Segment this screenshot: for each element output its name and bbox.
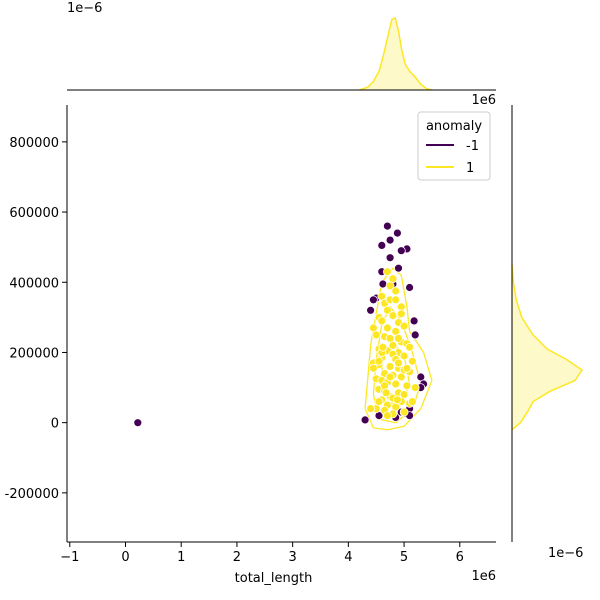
point-anomaly-1 xyxy=(407,356,417,366)
point-anomaly-1 xyxy=(391,286,401,296)
right-marginal-density-line xyxy=(511,264,584,431)
point-anomaly-1 xyxy=(374,397,384,407)
point-anomaly-1 xyxy=(391,379,401,389)
legend: anomaly -11 xyxy=(417,111,491,181)
point-anomaly-1 xyxy=(394,333,403,343)
point-anomaly-1 xyxy=(366,404,376,414)
point-anomaly-1 xyxy=(385,372,395,382)
x-tick-label: 5 xyxy=(400,550,408,565)
point-anomaly-1 xyxy=(381,388,391,398)
y-tick-label: 0 xyxy=(51,417,59,432)
top-marginal: 1e−6 xyxy=(67,1,496,91)
right-marginal-offset-label: 1e−6 xyxy=(548,546,583,561)
point-anomaly--1 xyxy=(394,263,403,273)
x-tick-label: 3 xyxy=(289,550,297,565)
y-ticks: -200000 0 200000 400000 600000 800000 xyxy=(5,136,67,502)
x-axis-label: total_length xyxy=(235,571,313,586)
point-anomaly-1 xyxy=(371,330,381,340)
point-anomaly-1 xyxy=(399,407,409,417)
point-anomaly--1 xyxy=(378,279,388,289)
legend-entries: -11 xyxy=(426,139,479,176)
x-tick-label: 6 xyxy=(456,550,464,565)
point-anomaly-1 xyxy=(378,342,388,352)
point-anomaly-1 xyxy=(402,363,412,373)
y-tick-label: 800000 xyxy=(9,136,59,151)
point-anomaly-1 xyxy=(391,295,401,305)
y-tick-label: 600000 xyxy=(9,206,59,221)
x-tick-label: 1 xyxy=(177,550,185,565)
legend-title: anomaly xyxy=(426,119,482,134)
point-anomaly--1 xyxy=(410,330,420,340)
x-tick-label: −1 xyxy=(60,550,79,565)
point-anomaly--1 xyxy=(396,246,406,256)
scatter-points xyxy=(133,221,429,428)
point-anomaly-1 xyxy=(385,281,395,291)
point-anomaly-1 xyxy=(399,321,409,331)
point-anomaly-1 xyxy=(382,323,392,333)
point-anomaly-1 xyxy=(392,395,402,405)
point-anomaly-1 xyxy=(382,267,392,277)
point-anomaly--1 xyxy=(409,316,419,326)
point-anomaly--1 xyxy=(392,228,402,238)
point-anomaly--1 xyxy=(382,221,392,231)
x-tick-label: 0 xyxy=(121,550,129,565)
point-anomaly--1 xyxy=(133,418,143,428)
point-anomaly-1 xyxy=(399,351,409,361)
legend-label: -1 xyxy=(466,139,479,154)
x-ticks: −1 0 1 2 3 4 5 6 xyxy=(60,542,464,565)
point-anomaly--1 xyxy=(377,240,387,250)
main-axes: −1 0 1 2 3 4 5 6 -200000 0 200000 400000 600000 8000… xyxy=(5,93,496,586)
y-tick-label: 400000 xyxy=(9,276,59,291)
top-marginal-offset-label: 1e−6 xyxy=(67,1,102,16)
point-anomaly-1 xyxy=(388,311,398,321)
point-anomaly-1 xyxy=(394,358,403,368)
point-anomaly--1 xyxy=(366,305,376,315)
point-anomaly--1 xyxy=(368,295,378,305)
point-anomaly-1 xyxy=(382,305,392,315)
point-anomaly-1 xyxy=(407,397,417,407)
right-marginal: 1e−6 xyxy=(511,105,584,561)
point-anomaly-1 xyxy=(402,381,412,391)
top-marginal-density-line xyxy=(359,16,433,91)
x-tick-label: 4 xyxy=(344,550,352,565)
y-tick-label: 200000 xyxy=(9,346,59,361)
point-anomaly-1 xyxy=(396,372,406,382)
point-anomaly--1 xyxy=(360,415,370,425)
top-marginal-density-fill xyxy=(359,18,432,90)
point-anomaly-1 xyxy=(382,411,392,421)
point-anomaly-1 xyxy=(368,363,378,373)
legend-label: 1 xyxy=(466,161,474,176)
x-tick-label: 2 xyxy=(233,550,241,565)
point-anomaly-1 xyxy=(410,383,420,393)
y-tick-label: -200000 xyxy=(5,487,59,502)
point-anomaly-1 xyxy=(377,316,387,326)
y-axis-offset-label: 1e6 xyxy=(471,93,496,108)
point-anomaly-1 xyxy=(374,356,384,366)
point-anomaly--1 xyxy=(385,235,395,245)
point-anomaly-1 xyxy=(385,362,395,371)
x-axis-offset-label: 1e6 xyxy=(471,569,496,584)
right-marginal-density-fill xyxy=(512,264,582,430)
point-anomaly-1 xyxy=(396,309,406,319)
point-anomaly--1 xyxy=(405,283,415,292)
point-anomaly-1 xyxy=(405,342,415,352)
point-anomaly--1 xyxy=(385,253,395,263)
point-anomaly-1 xyxy=(388,340,398,350)
